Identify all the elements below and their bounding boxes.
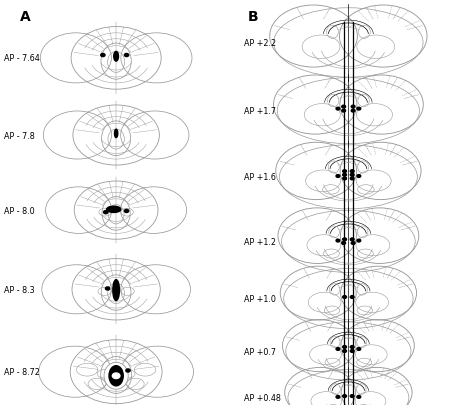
Ellipse shape	[350, 296, 354, 298]
Text: AP - 8.72: AP - 8.72	[4, 367, 40, 376]
Ellipse shape	[351, 242, 355, 245]
Ellipse shape	[350, 346, 354, 348]
Text: AP - 7.8: AP - 7.8	[4, 131, 35, 140]
Ellipse shape	[350, 174, 354, 177]
Ellipse shape	[336, 396, 340, 398]
Ellipse shape	[357, 348, 361, 350]
Ellipse shape	[350, 395, 354, 397]
Ellipse shape	[109, 366, 123, 386]
Ellipse shape	[350, 171, 354, 173]
Ellipse shape	[350, 350, 354, 352]
Ellipse shape	[100, 54, 105, 58]
Text: AP - 7.64: AP - 7.64	[4, 54, 39, 63]
Ellipse shape	[351, 110, 355, 113]
Ellipse shape	[124, 54, 128, 58]
Ellipse shape	[343, 346, 346, 348]
Ellipse shape	[105, 287, 109, 290]
Ellipse shape	[124, 210, 128, 213]
Text: AP +0.7: AP +0.7	[244, 347, 276, 356]
Ellipse shape	[336, 175, 340, 178]
Ellipse shape	[342, 110, 346, 113]
Ellipse shape	[126, 369, 130, 372]
Ellipse shape	[103, 211, 108, 214]
Ellipse shape	[342, 106, 346, 109]
Ellipse shape	[357, 396, 361, 398]
Ellipse shape	[107, 207, 121, 213]
Ellipse shape	[343, 171, 346, 173]
Text: AP +1.0: AP +1.0	[244, 294, 276, 303]
Ellipse shape	[336, 348, 340, 350]
Ellipse shape	[343, 395, 346, 397]
Ellipse shape	[343, 174, 346, 177]
Text: AP +1.6: AP +1.6	[244, 173, 276, 182]
Text: AP +0.48: AP +0.48	[244, 393, 281, 402]
Ellipse shape	[350, 239, 354, 241]
Ellipse shape	[343, 239, 346, 241]
Ellipse shape	[350, 178, 354, 180]
Ellipse shape	[112, 373, 120, 379]
Ellipse shape	[343, 296, 346, 298]
Text: B: B	[248, 10, 258, 23]
Text: AP - 8.3: AP - 8.3	[4, 285, 35, 294]
Text: AP +1.7: AP +1.7	[244, 107, 276, 116]
Ellipse shape	[104, 362, 128, 389]
Text: A: A	[20, 10, 31, 23]
Ellipse shape	[343, 350, 346, 352]
Ellipse shape	[343, 178, 346, 180]
Text: AP - 8.0: AP - 8.0	[4, 206, 35, 215]
Text: AP +1.2: AP +1.2	[244, 237, 276, 246]
Ellipse shape	[114, 130, 118, 138]
Ellipse shape	[342, 242, 346, 245]
Ellipse shape	[357, 175, 361, 178]
Ellipse shape	[357, 240, 361, 242]
Ellipse shape	[336, 108, 340, 111]
Ellipse shape	[357, 108, 361, 111]
Text: AP +2.2: AP +2.2	[244, 39, 276, 48]
Ellipse shape	[114, 52, 118, 62]
Ellipse shape	[336, 240, 340, 242]
Ellipse shape	[351, 106, 355, 109]
Ellipse shape	[113, 280, 119, 301]
